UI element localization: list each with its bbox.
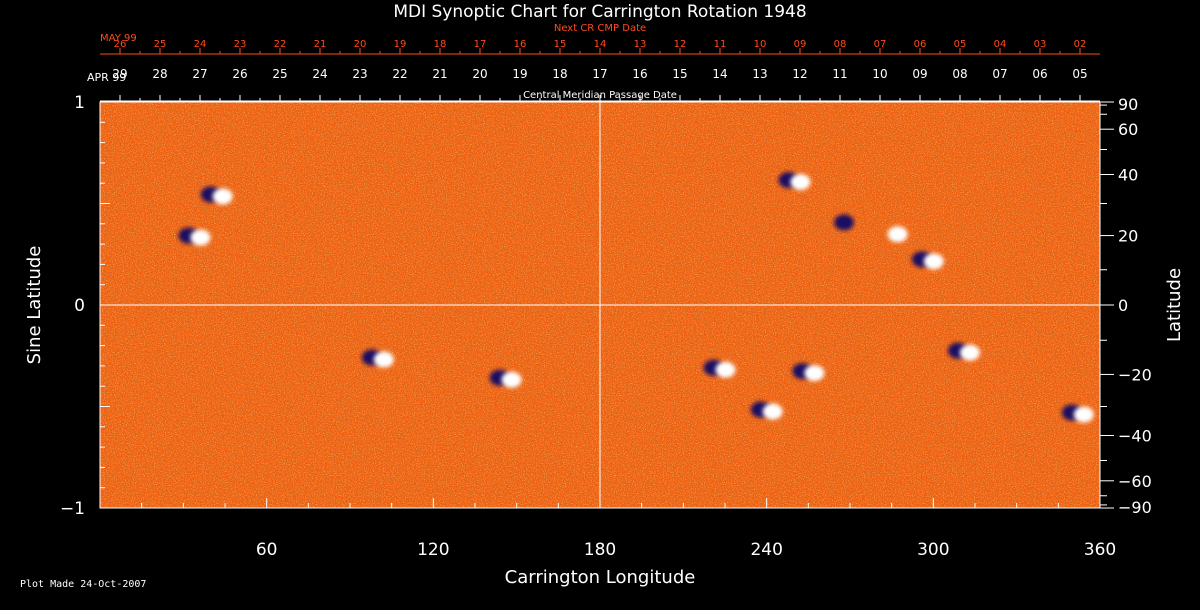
positive-polarity-patch bbox=[212, 188, 233, 205]
next-cmp-date-label: 09 bbox=[794, 39, 807, 50]
positive-polarity-patch bbox=[190, 229, 211, 246]
positive-polarity-patch bbox=[762, 403, 783, 420]
next-cmp-date-label: 24 bbox=[194, 39, 207, 50]
positive-polarity-patch bbox=[959, 344, 980, 361]
y-axis-left-label: Sine Latitude bbox=[24, 246, 45, 365]
y-axis-right-label: Latitude bbox=[1164, 268, 1185, 342]
y-left-tick-label: −1 bbox=[60, 499, 85, 519]
cmp-date-label: 26 bbox=[232, 67, 247, 81]
next-cmp-date-label: 14 bbox=[594, 39, 607, 50]
y-right-tick-label: 60 bbox=[1118, 120, 1138, 139]
next-cmp-date-label: 16 bbox=[514, 39, 527, 50]
cmp-date-label: 25 bbox=[272, 67, 287, 81]
cmp-date-label: 18 bbox=[552, 67, 567, 81]
positive-polarity-patch bbox=[715, 361, 736, 378]
next-cmp-date-label: 07 bbox=[874, 39, 887, 50]
next-cmp-date-label: 13 bbox=[634, 39, 647, 50]
positive-polarity-patch bbox=[804, 365, 825, 382]
x-tick-label: 240 bbox=[750, 540, 782, 560]
next-cmp-month-label: MAY 99 bbox=[100, 33, 137, 44]
y-right-tick-label: 0 bbox=[1118, 296, 1128, 315]
y-right-tick-label: 40 bbox=[1118, 166, 1138, 185]
active-regions bbox=[178, 172, 1094, 423]
positive-polarity-patch bbox=[790, 174, 811, 191]
positive-polarity-patch bbox=[887, 226, 908, 243]
cmp-date-label: 21 bbox=[432, 67, 447, 81]
next-cmp-date-label: 05 bbox=[954, 39, 967, 50]
cmp-date-label: 07 bbox=[992, 67, 1007, 81]
positive-polarity-patch bbox=[501, 371, 522, 388]
x-axis: 60 120 180 240 300 360 bbox=[99, 498, 1116, 560]
cmp-date-label: 16 bbox=[632, 67, 647, 81]
cmp-date-label: 06 bbox=[1032, 67, 1047, 81]
next-cmp-date-label: 21 bbox=[314, 39, 327, 50]
positive-polarity-patch bbox=[1073, 406, 1094, 423]
positive-polarity-patch bbox=[373, 351, 394, 368]
cmp-date-label: 20 bbox=[472, 67, 487, 81]
cmp-date-label: 28 bbox=[152, 67, 167, 81]
x-tick-label: 120 bbox=[417, 540, 449, 560]
negative-polarity-patch bbox=[834, 214, 854, 231]
next-cmp-date-label: 12 bbox=[674, 39, 687, 50]
cmp-date-label: 12 bbox=[792, 67, 807, 81]
next-cmp-date-label: 22 bbox=[274, 39, 287, 50]
cmp-date-label: 23 bbox=[352, 67, 367, 81]
cmp-axis-label: Central Meridian Passage Date bbox=[523, 90, 677, 101]
cmp-date-label: 17 bbox=[592, 67, 607, 81]
cmp-date-label: 05 bbox=[1072, 67, 1087, 81]
next-cmp-axis: 26 25 24 23 22 21 20 19 18 17 16 15 14 13 12 11 10 09 08 07… bbox=[100, 39, 1100, 55]
cmp-date-label: 24 bbox=[312, 67, 327, 81]
y-right-tick-label: 20 bbox=[1118, 227, 1138, 246]
next-cmp-date-label: 25 bbox=[154, 39, 167, 50]
y-right-tick-label: −20 bbox=[1118, 365, 1152, 384]
y-right-tick-label: −40 bbox=[1118, 426, 1152, 445]
y-left-tick-label: 0 bbox=[74, 296, 85, 316]
y-axis-right: 90 60 40 20 0 −20 −40 −60 −90 bbox=[1100, 95, 1152, 517]
next-cmp-date-label: 23 bbox=[234, 39, 247, 50]
next-cmp-date-label: 02 bbox=[1074, 39, 1087, 50]
cmp-date-label: 29 bbox=[112, 67, 127, 81]
cmp-date-label: 22 bbox=[392, 67, 407, 81]
cmp-date-label: 10 bbox=[872, 67, 887, 81]
cmp-date-label: 13 bbox=[752, 67, 767, 81]
cmp-date-label: 15 bbox=[672, 67, 687, 81]
next-cmp-date-label: 15 bbox=[554, 39, 567, 50]
y-left-tick-label: 1 bbox=[74, 93, 85, 113]
next-cmp-date-label: 17 bbox=[474, 39, 487, 50]
x-tick-label: 300 bbox=[917, 540, 949, 560]
next-cmp-date-label: 03 bbox=[1034, 39, 1047, 50]
next-cmp-date-label: 18 bbox=[434, 39, 447, 50]
cmp-axis: 29 28 27 26 25 24 23 22 21 20 19 18 17 16 15 14 13 12 11 10… bbox=[100, 67, 1100, 102]
plot-made-note: Plot Made 24-Oct-2007 bbox=[20, 579, 147, 590]
y-right-tick-label: 90 bbox=[1118, 95, 1138, 114]
cmp-date-label: 27 bbox=[192, 67, 207, 81]
y-right-tick-label: −60 bbox=[1118, 472, 1152, 491]
cmp-month-label: APR 99 bbox=[87, 71, 126, 84]
y-right-tick-label: −90 bbox=[1118, 498, 1152, 517]
y-axis-left: 1 0 −1 bbox=[60, 93, 110, 519]
next-cmp-date-label: 19 bbox=[394, 39, 407, 50]
next-cmp-date-label: 04 bbox=[994, 39, 1007, 50]
next-cmp-axis-label: Next CR CMP Date bbox=[554, 23, 646, 34]
next-cmp-date-label: 10 bbox=[754, 39, 767, 50]
x-tick-label: 360 bbox=[1084, 540, 1116, 560]
chart-title: MDI Synoptic Chart for Carrington Rotati… bbox=[393, 2, 806, 22]
x-axis-label: Carrington Longitude bbox=[505, 567, 696, 588]
next-cmp-date-label: 26 bbox=[114, 39, 127, 50]
cmp-date-label: 09 bbox=[912, 67, 927, 81]
next-cmp-date-label: 11 bbox=[714, 39, 727, 50]
cmp-date-label: 11 bbox=[832, 67, 847, 81]
cmp-date-label: 14 bbox=[712, 67, 727, 81]
positive-polarity-patch bbox=[923, 253, 944, 270]
x-tick-label: 60 bbox=[256, 540, 278, 560]
next-cmp-date-label: 08 bbox=[834, 39, 847, 50]
next-cmp-date-label: 20 bbox=[354, 39, 367, 50]
x-tick-label: 180 bbox=[584, 540, 616, 560]
cmp-date-label: 19 bbox=[512, 67, 527, 81]
cmp-date-label: 08 bbox=[952, 67, 967, 81]
next-cmp-date-label: 06 bbox=[914, 39, 927, 50]
